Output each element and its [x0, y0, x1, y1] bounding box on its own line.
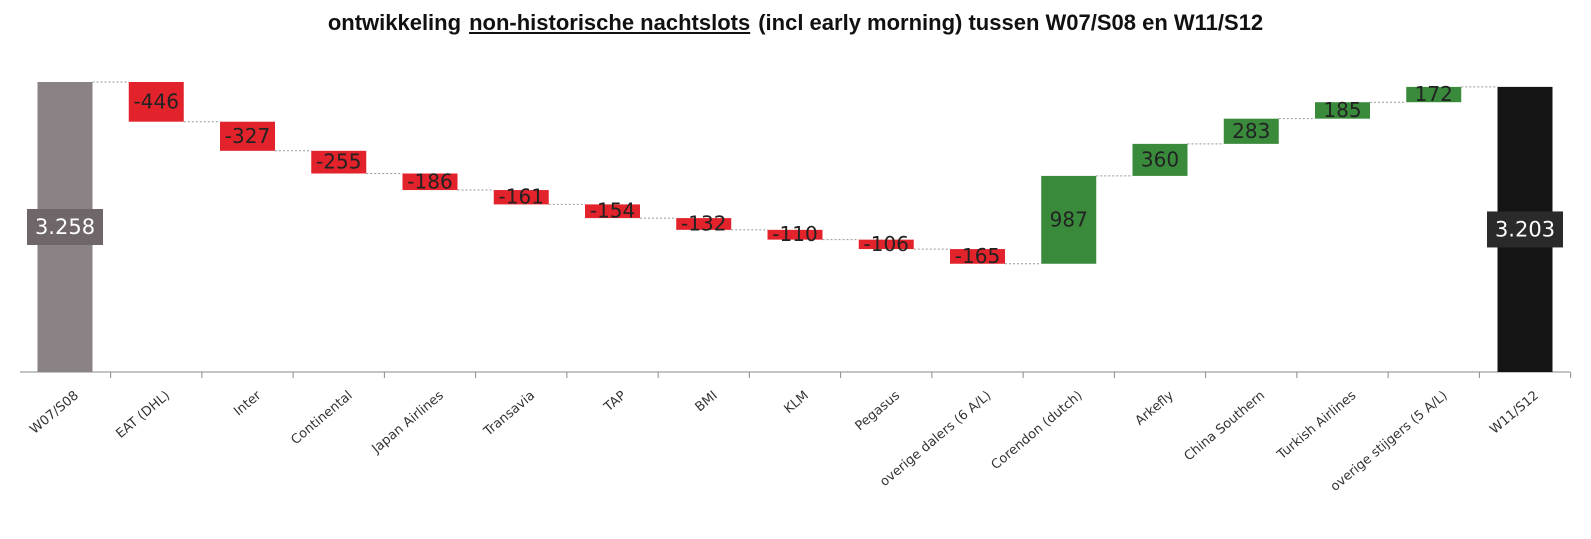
bar: [1041, 175, 1097, 264]
value-label: 3.258: [35, 215, 95, 239]
value-label: 172: [1415, 82, 1453, 106]
bar: [402, 173, 458, 191]
x-tick-label: Continental: [288, 388, 355, 448]
bar: [311, 150, 367, 174]
x-tick-label: TAP: [601, 388, 630, 415]
value-label: -106: [864, 232, 909, 256]
x-tick-label: KLM: [782, 388, 812, 417]
x-tick-label: Inter: [231, 388, 265, 420]
x-tick-label: Transavia: [480, 388, 538, 440]
x-tick-label: W07/S08: [27, 388, 82, 437]
value-label: -255: [316, 150, 361, 174]
bar: [585, 204, 640, 219]
bar: [493, 190, 549, 205]
chart-title: ontwikkeling non-historische nachtslots …: [0, 10, 1591, 36]
value-label: 283: [1232, 119, 1270, 143]
value-label: 987: [1050, 207, 1088, 231]
value-label: -186: [407, 169, 452, 193]
value-label: 185: [1323, 98, 1361, 122]
value-label: -161: [499, 185, 544, 209]
bar: [858, 239, 914, 250]
value-label: 3.203: [1495, 217, 1555, 241]
value-label: -154: [590, 199, 635, 223]
value-label: 360: [1141, 147, 1179, 171]
bar: [1315, 102, 1370, 119]
bar: [950, 249, 1005, 264]
bar: [1223, 118, 1279, 144]
title-part: ontwikkeling: [327, 10, 462, 35]
x-tick-label: BMI: [693, 388, 721, 415]
x-tick-label: Arkefly: [1133, 388, 1177, 429]
x-tick-label: Japan Airlines: [369, 388, 447, 457]
value-label: -165: [955, 244, 1000, 268]
x-tick-label: EAT (DHL): [113, 388, 173, 441]
bar: [1132, 143, 1188, 176]
title-part: non-historische nachtslots: [469, 10, 751, 35]
x-tick-label: Turkish Airlines: [1274, 388, 1360, 463]
bar: [128, 82, 184, 122]
label-box: [1487, 211, 1563, 248]
bar: [220, 121, 275, 151]
value-label: -132: [681, 211, 726, 235]
label-box: [27, 209, 103, 245]
bar: [767, 229, 823, 240]
x-tick-label: W11/S12: [1487, 388, 1542, 437]
value-label: -110: [772, 222, 817, 246]
bar: [1406, 86, 1462, 103]
bar: [676, 218, 732, 230]
value-label: -446: [134, 89, 179, 113]
x-tick-label: China Southern: [1182, 388, 1269, 464]
title-part: (incl early morning) tussen W07/S08 en W…: [758, 10, 1264, 35]
value-label: -327: [225, 124, 270, 148]
x-tick-label: Corendon (dutch): [989, 388, 1086, 473]
x-tick-label: Pegasus: [853, 388, 904, 434]
